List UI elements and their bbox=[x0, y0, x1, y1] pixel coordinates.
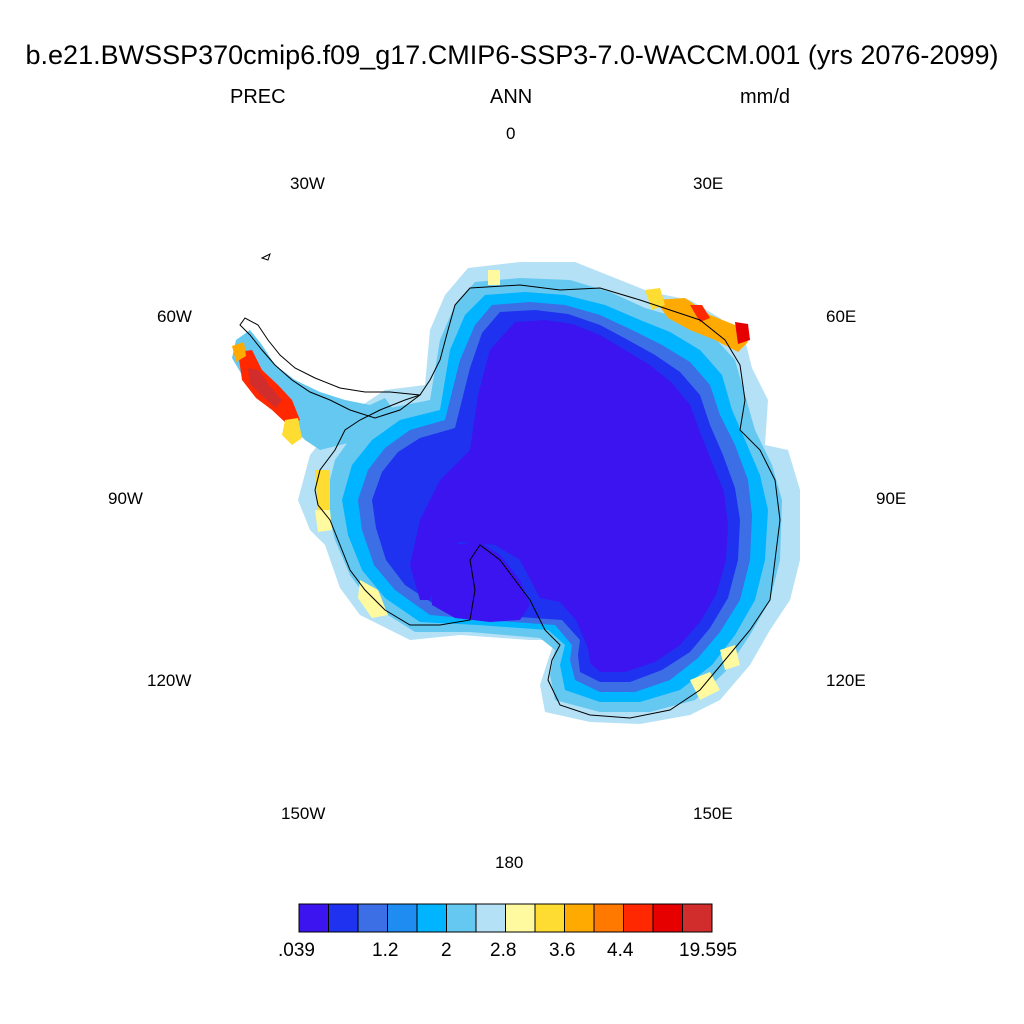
coastline-peninsula bbox=[239, 317, 422, 419]
units-label: mm/d bbox=[740, 86, 790, 108]
lon-label-120e: 120E bbox=[826, 671, 866, 690]
map-title: b.e21.BWSSP370cmip6.f09_g17.CMIP6-SSP3-7… bbox=[25, 40, 999, 70]
variable-label: PREC bbox=[230, 86, 286, 108]
colorbar-label-2-8: 2.8 bbox=[490, 940, 517, 961]
precip-field bbox=[232, 262, 800, 724]
eastcoast-red-2 bbox=[735, 322, 750, 344]
peninsula-band bbox=[232, 330, 395, 450]
eastcoast-pale-2 bbox=[720, 645, 740, 670]
lon-label-60e: 60E bbox=[826, 307, 857, 326]
lon-label-90w: 90W bbox=[108, 489, 143, 508]
colorbar-label-1-2: 1.2 bbox=[372, 940, 399, 961]
lon-label-30w: 30W bbox=[290, 174, 325, 193]
eastcoast-orange bbox=[655, 298, 748, 352]
peninsula-darkred bbox=[248, 368, 282, 408]
colorbar-label-min: .039 bbox=[278, 940, 315, 961]
westcoast-pale-1 bbox=[315, 510, 332, 532]
lon-label-180: 180 bbox=[495, 853, 524, 872]
westcoast-yellow-1 bbox=[315, 470, 330, 512]
top-pale bbox=[488, 270, 500, 285]
lon-label-30e: 30E bbox=[693, 174, 724, 193]
lon-label-60w: 60W bbox=[157, 307, 192, 326]
westcoast-pale-2 bbox=[358, 580, 388, 618]
peninsula-orange bbox=[232, 342, 246, 362]
ross-ice-shelf-low bbox=[430, 542, 530, 622]
coastline-main bbox=[314, 284, 781, 719]
lon-label-120w: 120W bbox=[147, 671, 192, 690]
eastcoast-yellow bbox=[645, 288, 665, 310]
coastline-island bbox=[260, 253, 271, 261]
peninsula-yellow bbox=[282, 418, 302, 445]
coastline bbox=[239, 253, 781, 719]
season-label: ANN bbox=[490, 86, 533, 108]
lon-label-150w: 150W bbox=[281, 804, 326, 823]
lon-label-0: 0 bbox=[506, 124, 516, 143]
interior-plateau bbox=[410, 320, 728, 672]
colorbar-label-max: 19.595 bbox=[679, 940, 738, 961]
lon-label-150e: 150E bbox=[693, 804, 733, 823]
colorbar-label-3-6: 3.6 bbox=[549, 940, 576, 961]
lon-label-90e: 90E bbox=[876, 489, 907, 508]
eastcoast-red bbox=[690, 305, 710, 322]
colorbar-label-4-4: 4.4 bbox=[607, 940, 634, 961]
colorbar-label-2: 2 bbox=[441, 940, 452, 961]
eastcoast-pale bbox=[690, 672, 720, 700]
